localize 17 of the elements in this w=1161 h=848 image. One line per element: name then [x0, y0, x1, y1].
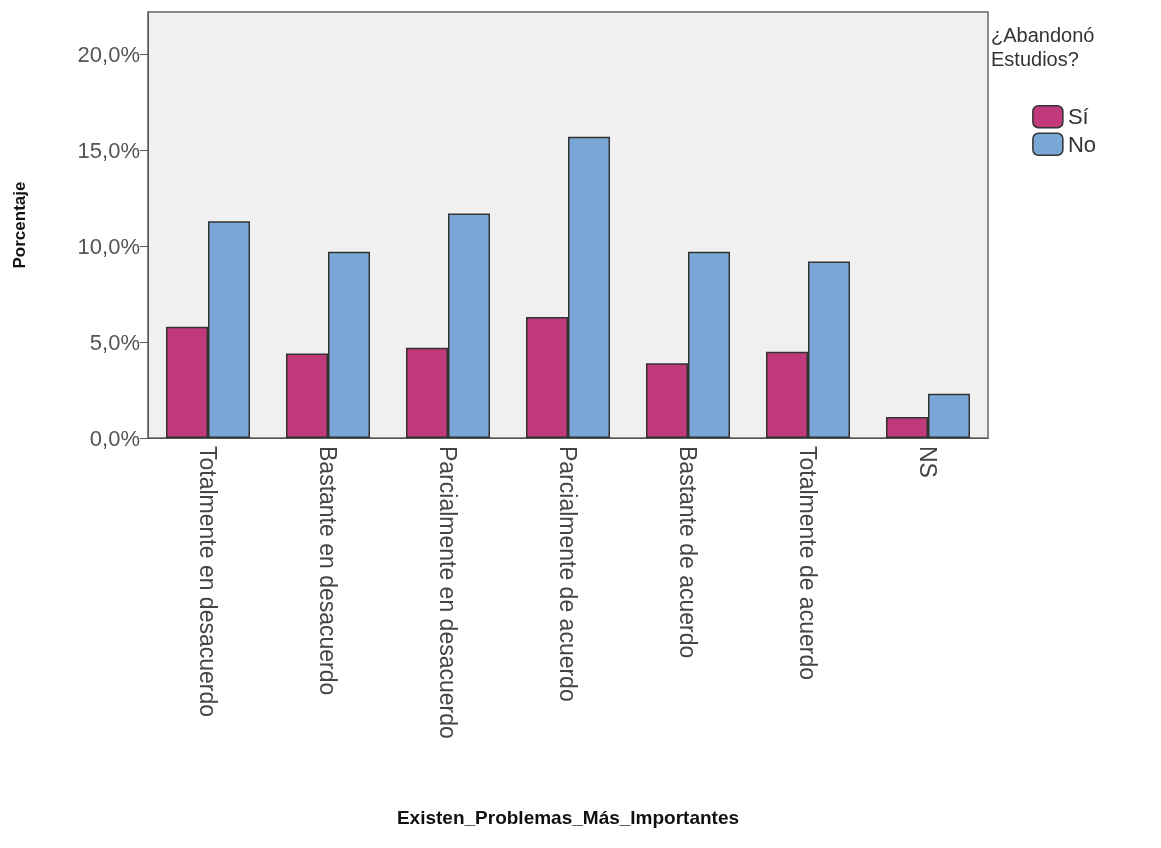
- x-tick-label: Totalmente de acuerdo: [795, 446, 821, 680]
- y-tick-label: 10,0%: [77, 233, 140, 259]
- y-tick-label: 0,0%: [89, 425, 140, 451]
- x-tick-label: Totalmente en desacuerdo: [195, 446, 221, 718]
- y-tick-label: 5,0%: [89, 329, 140, 355]
- legend-label: Sí: [1067, 104, 1089, 130]
- legend-label: No: [1067, 131, 1096, 157]
- x-tick-label: Parcialmente de acuerdo: [555, 446, 581, 702]
- y-tick-label: 15,0%: [77, 137, 140, 163]
- x-tick-label: NS: [915, 446, 941, 478]
- x-axis-title: Existen_Problemas_Más_Importantes: [396, 807, 740, 828]
- x-tick-label: Parcialmente en desacuerdo: [435, 446, 461, 739]
- y-axis-title: Porcentaje: [10, 181, 29, 269]
- y-tick-label: 20,0%: [77, 41, 140, 67]
- x-tick-label: Bastante de acuerdo: [675, 446, 701, 659]
- legend-title: ¿Abandonó Estudios?: [991, 24, 1100, 70]
- x-tick-label: Bastante en desacuerdo: [315, 446, 341, 696]
